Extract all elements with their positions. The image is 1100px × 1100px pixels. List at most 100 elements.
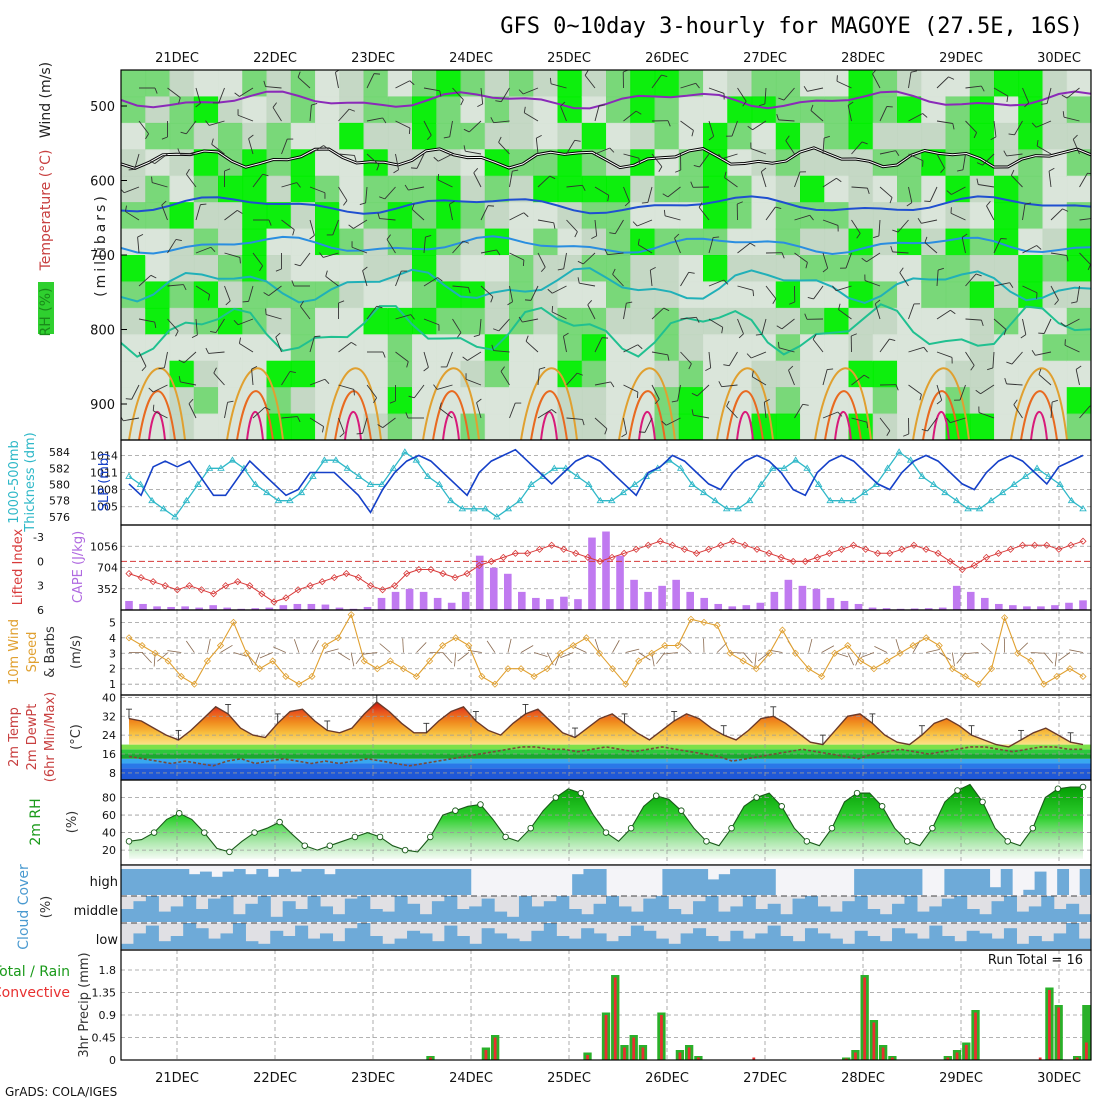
- cloud-cell: [583, 869, 596, 895]
- wind-barb-flag: [404, 184, 409, 191]
- rh-cell: [533, 175, 559, 204]
- li-tick-label: 3: [37, 580, 44, 593]
- wind-barb: [1079, 252, 1091, 265]
- rh-point: [1054, 785, 1062, 793]
- wind-barb: [248, 285, 254, 302]
- rh-cell: [606, 307, 632, 336]
- wind-barb-flag: [296, 182, 301, 188]
- wind-barb: [138, 318, 155, 323]
- cape-bar: [924, 608, 933, 610]
- cloud-cell: [270, 916, 284, 922]
- wind-barb: [936, 309, 951, 320]
- rh-point: [552, 794, 560, 801]
- cloud-cell: [290, 871, 303, 895]
- wind-barb-flag: [980, 85, 985, 92]
- wind-barb: [473, 172, 482, 188]
- wind-barb-flag: [910, 70, 917, 73]
- wind-point: [1040, 680, 1048, 688]
- rh-cell: [290, 360, 316, 389]
- wind-barb-flag: [776, 325, 783, 330]
- wind-barb: [680, 351, 692, 365]
- li-point: [427, 565, 435, 574]
- wind-point: [1066, 665, 1074, 673]
- rh-cell: [606, 334, 632, 362]
- wind-barb-flag: [604, 249, 608, 255]
- wind-barb: [763, 402, 767, 419]
- rh-cell: [387, 334, 413, 362]
- precip-panel: 00.450.91.351.8: [92, 949, 1092, 1067]
- rh-point: [452, 807, 459, 814]
- wind-barb-flag: [886, 430, 891, 436]
- wind-barb-flag: [577, 372, 583, 376]
- precip-conv-bar: [678, 1052, 682, 1060]
- wind-unit-label: (m/s): [69, 635, 84, 669]
- wind-barb-flag: [525, 335, 529, 342]
- wind-barb-flag: [275, 268, 282, 272]
- wind-barb: [297, 76, 311, 89]
- cloud-cell: [267, 876, 280, 895]
- rh-cell: [969, 413, 995, 440]
- surface-wind-barb: [1017, 642, 1029, 653]
- rh-cell: [872, 122, 898, 151]
- wind-barb: [1022, 87, 1030, 103]
- cloud-cell: [132, 869, 145, 895]
- wind-barb: [552, 285, 567, 294]
- rh-tick-label: 60: [102, 809, 116, 822]
- wind-barb-flag: [141, 366, 147, 372]
- wind-barb-flag: [1072, 134, 1078, 140]
- rh-cell: [169, 307, 195, 336]
- rh-cell: [969, 334, 995, 362]
- wind-barb-flag: [1024, 202, 1031, 205]
- rh-cell: [242, 175, 268, 204]
- wind-barb-flag: [325, 270, 328, 277]
- rh-cell: [969, 122, 995, 151]
- wind-barb-flag: [1036, 140, 1039, 147]
- cloud-cell: [394, 938, 408, 949]
- wind-barb: [252, 252, 263, 267]
- cloud-cell: [767, 903, 781, 922]
- rh-cell: [242, 202, 268, 230]
- wind-barb: [275, 336, 282, 353]
- surface-wind-barb: [293, 639, 300, 653]
- wind-barb-flag: [867, 187, 870, 194]
- rh-cell: [872, 334, 898, 362]
- wind-barb-flag: [577, 277, 580, 284]
- wind-barb-flag: [188, 398, 194, 404]
- li-point: [475, 561, 483, 570]
- cape-bar: [1009, 605, 1017, 610]
- wind-barb: [438, 153, 453, 162]
- cape-bar: [630, 579, 638, 610]
- cloud-cell: [133, 901, 147, 922]
- rh-cell: [969, 149, 995, 177]
- wind-barb: [252, 406, 266, 419]
- cloud-level-label: high: [90, 875, 118, 890]
- rh-cell: [290, 70, 316, 98]
- wind-barb-flag: [410, 314, 415, 320]
- wind-barb: [1063, 116, 1080, 122]
- rh-cell: [290, 175, 316, 204]
- wind-barb-flag: [191, 334, 198, 338]
- precip-run-total: Run Total = 16: [988, 953, 1083, 968]
- wind-barb-flag: [1036, 245, 1042, 250]
- cloud-cell: [1016, 911, 1030, 922]
- rh-cell: [581, 202, 607, 230]
- rh-cell: [775, 255, 801, 283]
- wind-barb-flag: [433, 156, 439, 162]
- wind-barb-flag: [906, 202, 913, 207]
- wind-barb-flag: [832, 285, 837, 291]
- precip-frame: [120, 949, 1092, 1061]
- wind-barb: [623, 384, 639, 393]
- precip-conv-bar: [1048, 990, 1051, 1060]
- li-point: [330, 574, 338, 582]
- cloud-cell: [506, 938, 520, 949]
- wind-barb: [309, 378, 326, 386]
- wind-barb-flag: [1054, 299, 1059, 305]
- wind-barb: [864, 280, 881, 287]
- wind-barb: [137, 237, 140, 254]
- li-point: [137, 574, 145, 582]
- rh-cell: [169, 96, 195, 124]
- wind-barb-flag: [924, 236, 928, 243]
- isotherm-35: [148, 410, 166, 440]
